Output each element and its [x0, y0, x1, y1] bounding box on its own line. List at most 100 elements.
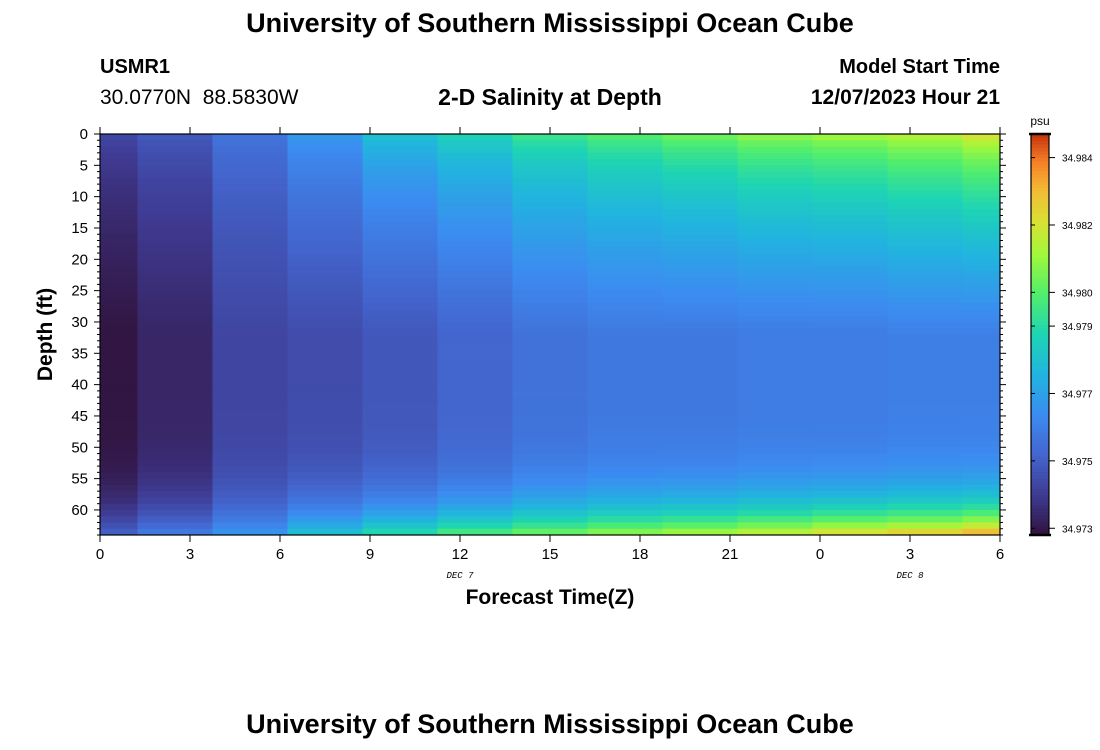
- heatmap-cell: [887, 234, 963, 241]
- heatmap-cell: [887, 365, 963, 373]
- heatmap-cell: [212, 259, 288, 266]
- heatmap-cell: [287, 409, 363, 417]
- heatmap-cell: [962, 478, 1001, 486]
- heatmap-cell: [812, 441, 888, 448]
- heatmap-cell: [287, 372, 363, 379]
- heatmap-cell: [362, 340, 438, 348]
- heatmap-cell: [100, 459, 138, 467]
- heatmap-cell: [100, 372, 138, 379]
- heatmap-cell: [662, 403, 738, 411]
- colorbar-segment: [1031, 147, 1049, 152]
- heatmap-cell: [662, 303, 738, 310]
- colorbar-tick-label: 34.973: [1062, 524, 1093, 535]
- heatmap-cell: [287, 271, 363, 279]
- colorbar-segment: [1031, 174, 1049, 178]
- heatmap-cell: [512, 447, 588, 454]
- heatmap-cell: [437, 134, 513, 141]
- heatmap-cell: [887, 372, 963, 379]
- heatmap-cell: [887, 434, 963, 442]
- heatmap-cell: [100, 384, 138, 392]
- heatmap-cell: [737, 190, 813, 198]
- heatmap-cell: [287, 284, 363, 292]
- heatmap-cell: [587, 202, 663, 210]
- colorbar-segment: [1031, 267, 1049, 272]
- colorbar-segment: [1031, 481, 1049, 486]
- heatmap-cell: [362, 441, 438, 448]
- colorbar-segment: [1031, 254, 1049, 259]
- heatmap-cell: [437, 378, 513, 386]
- heatmap-cell: [887, 177, 963, 185]
- heatmap-cell: [137, 234, 213, 241]
- plot-title: 2-D Salinity at Depth: [438, 84, 662, 110]
- heatmap-cell: [100, 240, 138, 248]
- heatmap-cell: [662, 409, 738, 417]
- heatmap-cell: [587, 246, 663, 254]
- heatmap-cell: [362, 472, 438, 480]
- heatmap-cell: [362, 196, 438, 204]
- heatmap-cell: [437, 315, 513, 323]
- heatmap-cell: [512, 503, 588, 511]
- heatmap-cell: [887, 503, 963, 511]
- heatmap-cell: [287, 422, 363, 429]
- heatmap-cell: [137, 296, 213, 304]
- heatmap-cell: [812, 296, 888, 304]
- heatmap-cell: [437, 397, 513, 404]
- heatmap-cell: [137, 359, 213, 367]
- heatmap-cell: [100, 202, 138, 210]
- colorbar-segment: [1031, 287, 1049, 292]
- heatmap-cell: [587, 359, 663, 367]
- heatmap-cell: [962, 309, 1001, 317]
- heatmap-cell: [587, 159, 663, 166]
- heatmap-cell: [662, 359, 738, 367]
- heatmap-cell: [287, 146, 363, 154]
- heatmap-cell: [287, 321, 363, 329]
- heatmap-cell: [737, 209, 813, 216]
- heatmap-cell: [812, 240, 888, 248]
- heatmap-cell: [437, 334, 513, 342]
- heatmap-cell: [812, 196, 888, 204]
- heatmap-cell: [212, 390, 288, 398]
- heatmap-cell: [662, 190, 738, 198]
- heatmap-cell: [737, 509, 813, 517]
- colorbar-segment: [1031, 220, 1049, 225]
- heatmap-cell: [362, 509, 438, 517]
- heatmap-cell: [212, 434, 288, 442]
- heatmap-cell: [737, 409, 813, 417]
- heatmap-cell: [137, 259, 213, 266]
- heatmap-cell: [737, 171, 813, 179]
- station-coordinates: 30.0770N 88.5830W: [100, 86, 299, 109]
- heatmap-cell: [662, 478, 738, 486]
- heatmap-cell: [587, 265, 663, 273]
- heatmap-cell: [962, 359, 1001, 367]
- heatmap-cell: [887, 415, 963, 423]
- heatmap-cell: [662, 159, 738, 166]
- heatmap-cell: [887, 190, 963, 198]
- heatmap-cell: [587, 434, 663, 442]
- heatmap-cell: [812, 259, 888, 266]
- heatmap-cell: [587, 284, 663, 292]
- colorbar-segment: [1031, 371, 1049, 376]
- heatmap-cell: [362, 403, 438, 411]
- colorbar-segment: [1031, 240, 1049, 245]
- heatmap-cell: [512, 334, 588, 342]
- heatmap-cell: [287, 441, 363, 448]
- colorbar-segment: [1031, 418, 1049, 422]
- heatmap-cell: [587, 428, 663, 436]
- heatmap-cell: [962, 403, 1001, 411]
- colorbar-segment: [1031, 301, 1049, 305]
- heatmap-cell: [100, 378, 138, 386]
- colorbar-segment: [1031, 524, 1049, 529]
- heatmap-cell: [962, 303, 1001, 310]
- heatmap-cell: [137, 397, 213, 404]
- heatmap-cell: [962, 453, 1001, 461]
- colorbar-segment: [1031, 307, 1049, 312]
- colorbar-segment: [1031, 230, 1049, 235]
- heatmap-cell: [887, 459, 963, 467]
- heatmap-cell: [812, 447, 888, 454]
- heatmap-cell: [587, 221, 663, 229]
- heatmap-cell: [362, 459, 438, 467]
- colorbar-segment: [1031, 224, 1049, 229]
- heatmap-cell: [362, 190, 438, 198]
- heatmap-cell: [587, 253, 663, 260]
- colorbar-segment: [1031, 334, 1049, 339]
